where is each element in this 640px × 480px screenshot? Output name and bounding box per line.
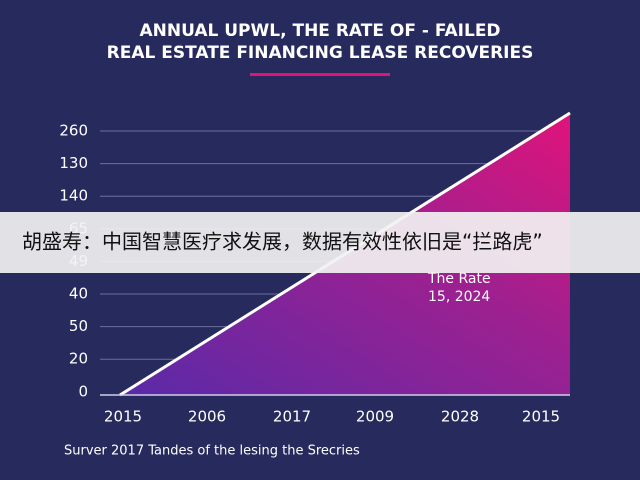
y-label: 50 — [69, 317, 88, 335]
title-underline — [250, 73, 390, 76]
y-label: 20 — [69, 350, 88, 368]
y-label: 130 — [59, 154, 88, 172]
y-label: 0 — [78, 382, 88, 400]
y-label: 40 — [69, 285, 88, 303]
x-label: 2017 — [273, 408, 311, 426]
annotation: 15, 2024 — [428, 289, 490, 305]
x-label: 2015 — [522, 408, 560, 426]
title-line: ANNUAL UPWL, THE RATE OF - FAILED — [139, 21, 500, 41]
title-line: REAL ESTATE FINANCING LEASE RECOVERIES — [107, 43, 534, 63]
footer: Surver 2017 Tandes of the lesing the Sre… — [64, 444, 360, 459]
y-label: 140 — [59, 187, 88, 205]
x-label: 2028 — [441, 408, 479, 426]
y-label: 260 — [59, 122, 88, 140]
x-label: 2009 — [356, 408, 394, 426]
banner-text: 胡盛寿：中国智慧医疗求发展，数据有效性依旧是“拦路虎” — [22, 230, 543, 254]
x-label: 2015 — [104, 408, 142, 426]
banner — [0, 212, 640, 273]
annotation: The Rate — [427, 271, 491, 287]
x-label: 2006 — [188, 408, 226, 426]
